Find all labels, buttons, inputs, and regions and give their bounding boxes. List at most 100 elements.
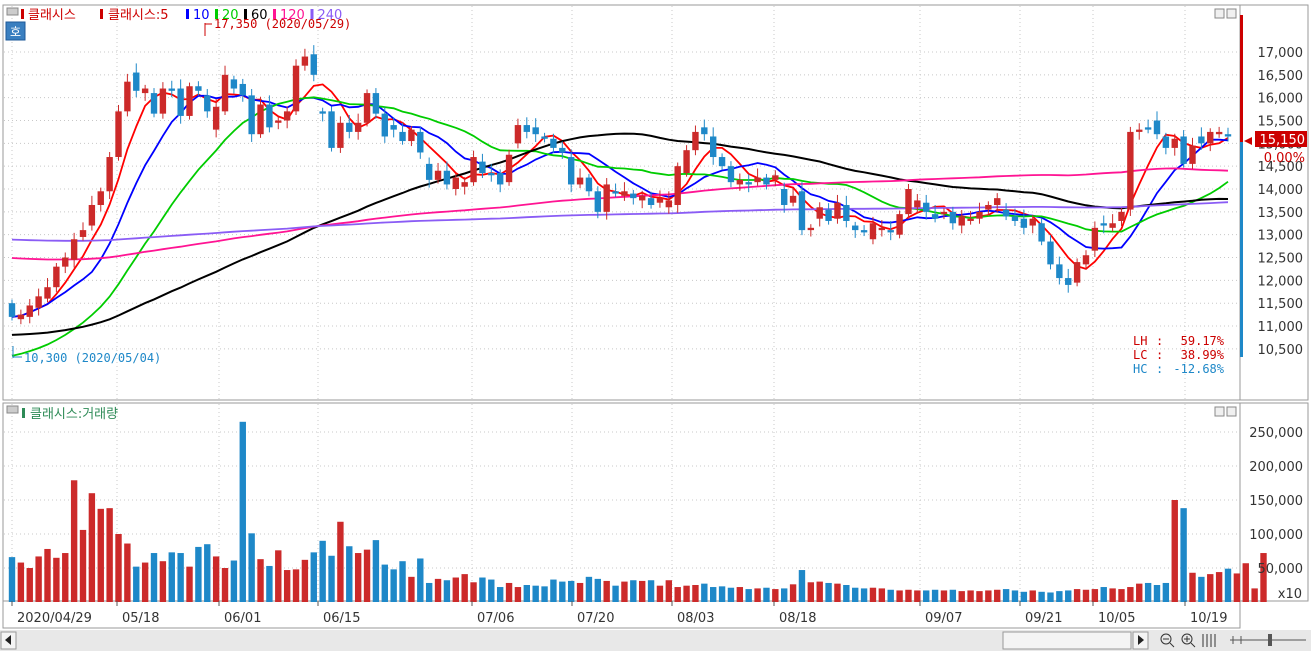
volume-bar bbox=[763, 587, 770, 602]
date-tick-label: 07/20 bbox=[577, 611, 614, 626]
ma-line bbox=[11, 83, 1229, 318]
candle-body bbox=[8, 303, 16, 317]
volume-bar bbox=[390, 569, 397, 602]
volume-bar bbox=[248, 533, 255, 602]
candle-body bbox=[44, 287, 51, 299]
volume-bar bbox=[754, 588, 761, 602]
volume-bar bbox=[1224, 568, 1232, 602]
candle-body bbox=[683, 150, 690, 174]
stat-separator: : bbox=[1156, 362, 1163, 376]
candle-body bbox=[266, 104, 273, 128]
candle-body bbox=[638, 195, 646, 201]
candle-body bbox=[1162, 136, 1170, 148]
candle-body bbox=[1047, 241, 1054, 265]
candle-body bbox=[346, 122, 353, 132]
stat-label: LC bbox=[1133, 348, 1147, 362]
restore-icon[interactable] bbox=[1214, 8, 1225, 19]
volume-bar bbox=[239, 421, 246, 602]
candle-body bbox=[1020, 218, 1028, 228]
date-tick-label: 10/19 bbox=[1190, 611, 1227, 626]
volume-bar bbox=[594, 578, 602, 602]
volume-bar bbox=[781, 588, 788, 602]
scrollbar-track[interactable] bbox=[0, 630, 1311, 651]
volume-bar bbox=[354, 553, 362, 602]
volume-bar bbox=[887, 589, 894, 602]
close-icon[interactable] bbox=[1226, 406, 1237, 417]
candle-body bbox=[452, 177, 459, 190]
volume-bar bbox=[1011, 590, 1019, 602]
stat-value: 38.99% bbox=[1181, 348, 1225, 362]
date-tick-label: 10/05 bbox=[1098, 611, 1135, 626]
panel-toggle-icon[interactable] bbox=[6, 7, 19, 16]
candle-body bbox=[408, 129, 415, 142]
restore-icon[interactable] bbox=[1214, 406, 1225, 417]
zoom-slider-handle[interactable] bbox=[1268, 634, 1272, 646]
candle-body bbox=[195, 86, 202, 91]
date-tick-label: 09/07 bbox=[925, 611, 962, 626]
candle-body bbox=[79, 230, 87, 237]
zoom-out-button[interactable] bbox=[1160, 633, 1175, 648]
volume-bar bbox=[53, 557, 60, 602]
volume-tick-label: 50,000 bbox=[1258, 562, 1304, 577]
candle-body bbox=[470, 157, 477, 183]
volume-bar bbox=[585, 576, 593, 602]
ma-line bbox=[11, 167, 1229, 261]
date-axis-ticks: 2020/04/29 05/18 06/01 06/15 07/06 07/20 08/03… bbox=[11, 601, 1227, 626]
candle-body bbox=[736, 179, 744, 185]
volume-bar bbox=[745, 589, 752, 602]
volume-bar bbox=[212, 556, 220, 602]
candle-body bbox=[781, 189, 788, 205]
candle-body bbox=[1056, 264, 1063, 279]
scrollbar-thumb[interactable] bbox=[1002, 631, 1132, 650]
volume-bar bbox=[1144, 582, 1152, 602]
volume-bar bbox=[319, 540, 326, 602]
volume-tick-label: 100,000 bbox=[1249, 528, 1303, 543]
candle-body bbox=[816, 207, 823, 219]
volume-bar bbox=[1198, 576, 1205, 602]
volume-bar bbox=[150, 553, 158, 602]
legend-marker-icon bbox=[273, 9, 276, 19]
volume-bar bbox=[461, 574, 468, 602]
volume-bar bbox=[399, 561, 406, 602]
volume-bar bbox=[559, 581, 566, 602]
volume-bar bbox=[470, 582, 477, 602]
volume-bar bbox=[1118, 589, 1125, 602]
panel-toggle-icon[interactable] bbox=[6, 405, 19, 414]
volume-bar bbox=[701, 583, 708, 602]
candle-body bbox=[35, 296, 42, 308]
date-tick-label: 06/15 bbox=[323, 611, 360, 626]
badge[interactable] bbox=[5, 21, 26, 41]
date-tick-label: 2020/04/29 bbox=[17, 611, 92, 626]
zoom-in-icon bbox=[1181, 633, 1193, 645]
price-tick-label: 14,000 bbox=[1258, 183, 1304, 198]
zoom-slider[interactable] bbox=[1230, 634, 1306, 646]
candle-body bbox=[1207, 131, 1214, 144]
volume-bar bbox=[949, 589, 957, 602]
ma-line bbox=[11, 132, 1229, 336]
close-icon[interactable] bbox=[1226, 8, 1237, 19]
candle-body bbox=[567, 157, 575, 185]
volume-unit: x10 bbox=[1278, 587, 1302, 602]
candle-body bbox=[488, 173, 495, 176]
stat-separator: : bbox=[1156, 334, 1163, 348]
legend-ma-label: 60 bbox=[251, 8, 268, 23]
legend-marker-icon bbox=[186, 9, 189, 19]
volume-bar bbox=[958, 591, 965, 602]
volume-bar bbox=[301, 559, 309, 602]
candle-body bbox=[612, 191, 619, 194]
candle-body bbox=[381, 113, 388, 137]
volume-bar bbox=[541, 586, 548, 602]
current-change: 0.00% bbox=[1264, 151, 1305, 166]
volume-bar bbox=[896, 590, 903, 602]
volume-bar bbox=[798, 570, 806, 602]
candle-body bbox=[275, 120, 282, 123]
zoom-in-button[interactable] bbox=[1181, 633, 1196, 648]
volume-bar bbox=[97, 508, 104, 602]
volume-bar bbox=[1100, 587, 1107, 602]
badge-label[interactable]: 호 bbox=[10, 25, 21, 39]
volume-bar bbox=[843, 585, 850, 602]
candle-body bbox=[239, 83, 246, 96]
volume-bar bbox=[825, 582, 832, 602]
volume-bar bbox=[488, 579, 495, 602]
bar-width-button[interactable] bbox=[1202, 634, 1216, 647]
